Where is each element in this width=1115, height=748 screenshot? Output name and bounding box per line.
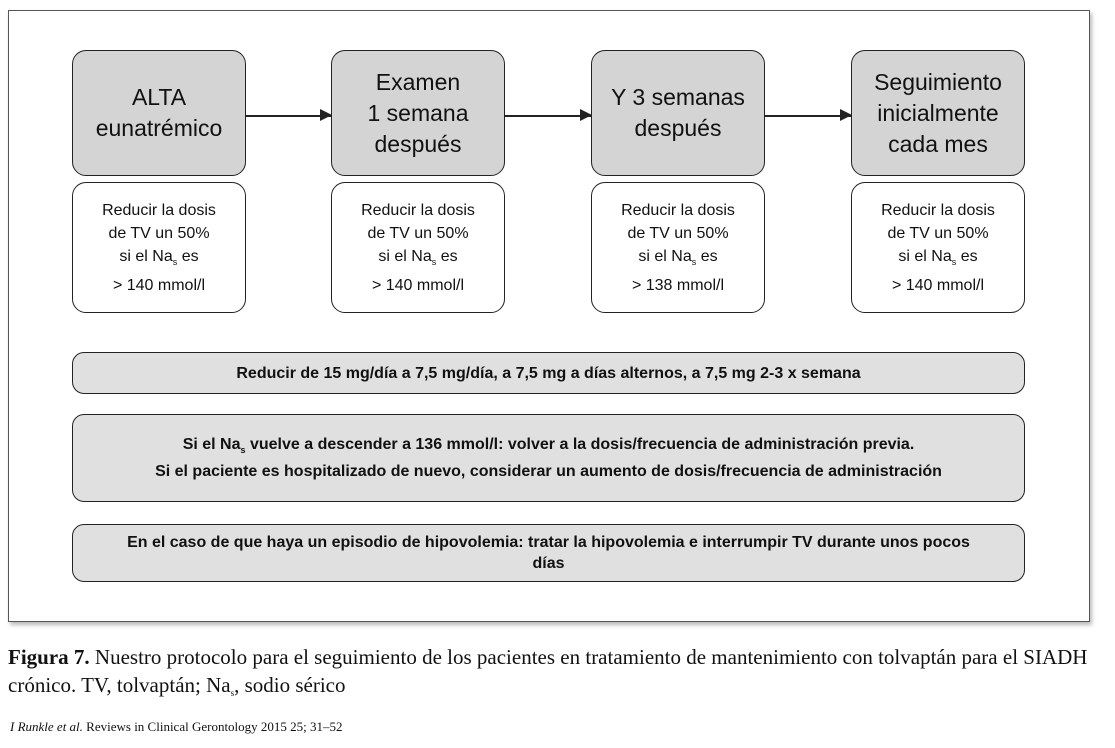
citation-source: Reviews in Clinical Gerontology 2015 25;… <box>82 719 343 734</box>
caption-label: Figura 7. <box>8 645 90 669</box>
relapse-text-b: vuelve a descender a 136 mmol/l: volver … <box>245 436 915 453</box>
citation: I Runkle et al. Reviews in Clinical Gero… <box>10 719 343 735</box>
relapse-text-a: Si el Na <box>182 436 241 453</box>
step-title-line: inicialmente <box>877 99 999 126</box>
caption-text-a: Nuestro protocolo para el seguimiento de… <box>8 645 1088 697</box>
figure-caption: Figura 7. Nuestro protocolo para el segu… <box>8 643 1108 707</box>
dose-reduction-bar: Reducir de 15 mg/día a 7,5 mg/día, a 7,5… <box>72 352 1025 394</box>
arrow-icon <box>246 110 332 120</box>
caption-text-b: , sodio sérico <box>234 673 346 697</box>
subscript: s <box>691 256 697 267</box>
step-title-line: Y 3 semanas <box>611 84 745 110</box>
detail-line: Reducir la dosis <box>881 201 995 219</box>
subscript: s <box>172 256 178 267</box>
relapse-text-c: Si el paciente es hospitalizado de nuevo… <box>155 463 942 480</box>
step-title-box: Examen 1 semana después <box>331 50 505 176</box>
relapse-bar: Si el Nas vuelve a descender a 136 mmol/… <box>72 414 1025 502</box>
step-title-line: cada mes <box>888 130 988 157</box>
detail-threshold: > 140 mmol/l <box>891 276 985 294</box>
step-title-line: Seguimiento <box>874 68 1002 95</box>
detail-line: Reducir la dosis <box>102 201 216 219</box>
dose-reduction-text: Reducir de 15 mg/día a 7,5 mg/día, a 7,5… <box>236 364 861 382</box>
step-title-line: Examen <box>375 68 461 95</box>
arrow-icon <box>765 110 852 120</box>
step-detail-box: Reducir la dosis de TV un 50% si el Nas es… <box>331 182 505 313</box>
detail-threshold: > 140 mmol/l <box>112 276 206 294</box>
step-title-line: después <box>634 115 722 141</box>
step-title-line: después <box>374 130 462 157</box>
step-title-line: eunatrémico <box>95 115 223 141</box>
subscript: s <box>431 256 437 267</box>
step-detail-box: Reducir la dosis de TV un 50% si el Nas es… <box>72 182 246 313</box>
detail-threshold: > 138 mmol/l <box>631 276 725 294</box>
step-title-line: 1 semana <box>367 99 469 126</box>
step-title-box: Seguimiento inicialmente cada mes <box>851 50 1025 176</box>
step-title-line: ALTA <box>131 84 187 110</box>
step-title-box: Y 3 semanas después <box>591 50 765 176</box>
citation-authors: I Runkle et al. <box>10 719 83 734</box>
detail-line: es <box>177 247 199 265</box>
step-title-box: ALTA eunatrémico <box>72 50 246 176</box>
detail-line: de TV un 50% <box>627 224 729 242</box>
detail-line: Reducir la dosis <box>621 201 735 219</box>
hypovolemia-bar: En el caso de que haya un episodio de hi… <box>72 524 1025 582</box>
detail-threshold: > 140 mmol/l <box>371 276 465 294</box>
detail-line: de TV un 50% <box>887 224 989 242</box>
relapse-sub: s <box>240 445 246 455</box>
step-detail-box: Reducir la dosis de TV un 50% si el Nas es… <box>851 182 1025 313</box>
arrow-icon <box>505 110 592 120</box>
step-detail-box: Reducir la dosis de TV un 50% si el Nas es… <box>591 182 765 313</box>
detail-line: es <box>956 247 978 265</box>
detail-line: si el Na <box>638 247 692 265</box>
detail-line: si el Na <box>898 247 952 265</box>
detail-line: es <box>696 247 718 265</box>
detail-line: es <box>436 247 458 265</box>
subscript: s <box>951 256 957 267</box>
detail-line: de TV un 50% <box>108 224 210 242</box>
detail-line: de TV un 50% <box>367 224 469 242</box>
detail-line: si el Na <box>378 247 432 265</box>
detail-line: si el Na <box>119 247 173 265</box>
detail-line: Reducir la dosis <box>361 201 475 219</box>
caption-sub: s <box>230 688 235 698</box>
hypovolemia-text: En el caso de que haya un episodio de hi… <box>127 534 970 572</box>
